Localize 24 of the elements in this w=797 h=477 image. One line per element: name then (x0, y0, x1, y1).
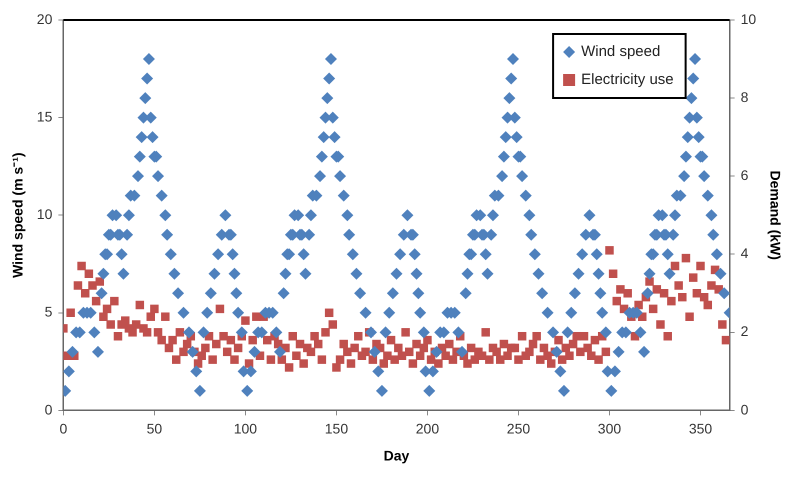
y-tick-label: 10 (36, 206, 53, 222)
y2-tick-label: 10 (740, 10, 756, 27)
x-axis-title: Day (384, 447, 410, 464)
y2-tick-label: 6 (740, 167, 749, 184)
y2-tick-label: 4 (740, 245, 749, 262)
y-tick-label: 20 (36, 10, 53, 27)
y2-axis-title: Demand (kW) (768, 170, 784, 260)
x-tick-label: 200 (416, 420, 440, 437)
y2-tick-label: 2 (740, 323, 749, 340)
legend-label: Wind speed (581, 43, 660, 60)
x-tick-label: 50 (146, 420, 162, 437)
y-tick-label: 15 (36, 108, 53, 124)
x-tick-label: 150 (324, 420, 348, 437)
x-tick-label: 300 (598, 420, 622, 437)
legend-label: Electricity use (581, 71, 674, 88)
x-tick-label: 350 (688, 420, 712, 437)
x-tick-label: 0 (59, 420, 68, 437)
y-tick-label: 0 (44, 401, 53, 418)
x-tick-label: 250 (506, 420, 530, 437)
y2-tick-label: 0 (740, 401, 749, 418)
x-tick-label: 100 (234, 420, 258, 437)
y-tick-label: 5 (44, 304, 53, 320)
y-axis-title: Wind speed (m s⁻¹) (9, 152, 26, 278)
y2-tick-label: 8 (740, 88, 749, 105)
